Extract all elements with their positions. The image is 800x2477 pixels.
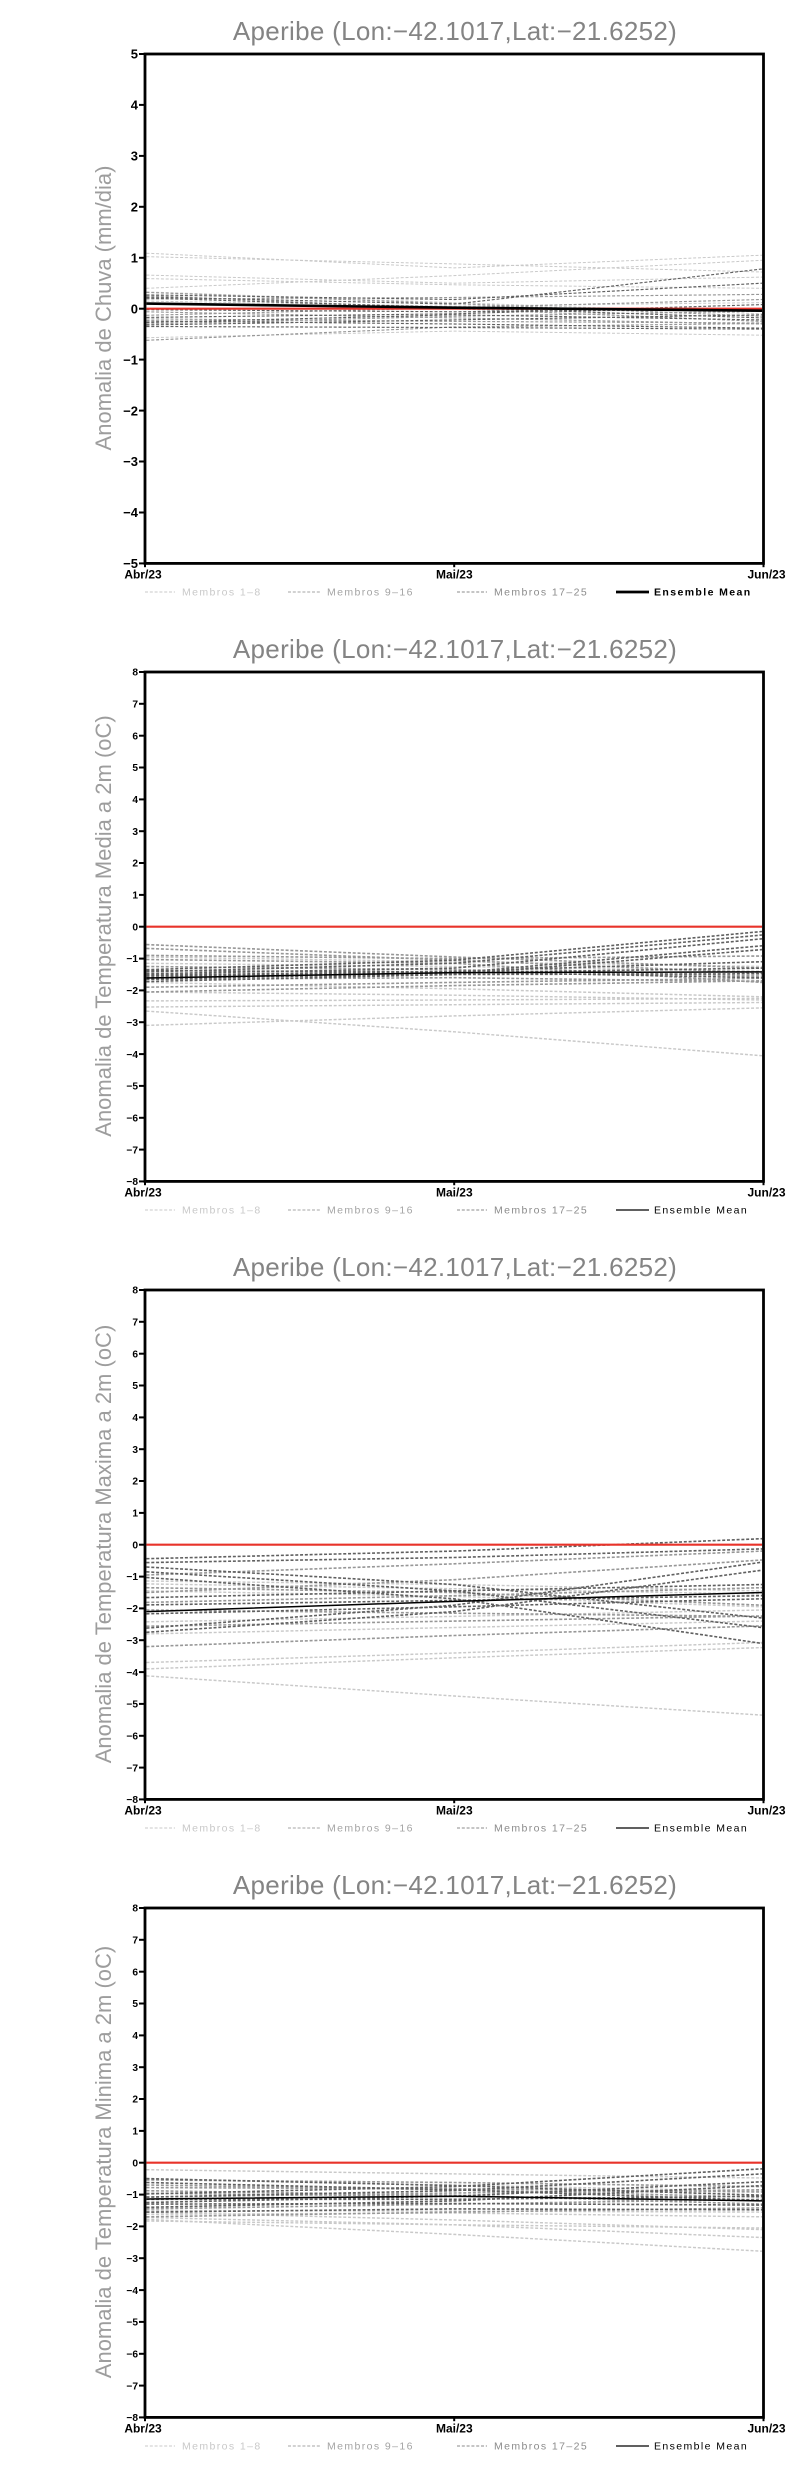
svg-text:−1: −1 — [126, 1572, 138, 1583]
svg-text:Membros 1–8: Membros 1–8 — [182, 2441, 262, 2453]
svg-text:Mai/23: Mai/23 — [436, 567, 473, 581]
svg-text:Jun/23: Jun/23 — [747, 1803, 785, 1817]
svg-text:3: 3 — [131, 149, 138, 164]
svg-text:0: 0 — [132, 1540, 138, 1551]
svg-text:8: 8 — [132, 668, 138, 679]
svg-text:2: 2 — [131, 200, 138, 215]
svg-text:Membros 17–25: Membros 17–25 — [494, 587, 588, 599]
svg-text:−7: −7 — [126, 1763, 138, 1774]
svg-text:Membros 1–8: Membros 1–8 — [182, 587, 262, 599]
svg-text:5: 5 — [132, 1381, 138, 1392]
svg-text:−3: −3 — [126, 1636, 138, 1647]
svg-text:−4: −4 — [126, 1668, 138, 1679]
svg-text:Aperibe (Lon:−42.1017,Lat:−21.: Aperibe (Lon:−42.1017,Lat:−21.6252) — [233, 1252, 677, 1282]
svg-text:2: 2 — [132, 1477, 138, 1488]
svg-text:Membros 9–16: Membros 9–16 — [327, 2441, 414, 2453]
svg-text:−3: −3 — [123, 454, 138, 469]
svg-text:−5: −5 — [126, 2318, 138, 2329]
svg-text:Aperibe (Lon:−42.1017,Lat:−21.: Aperibe (Lon:−42.1017,Lat:−21.6252) — [233, 634, 677, 664]
svg-text:0: 0 — [132, 922, 138, 933]
svg-text:Mai/23: Mai/23 — [436, 2421, 473, 2435]
svg-text:−4: −4 — [123, 505, 139, 520]
svg-text:Membros 17–25: Membros 17–25 — [494, 1823, 588, 1835]
svg-text:Jun/23: Jun/23 — [747, 567, 785, 581]
svg-text:6: 6 — [132, 731, 138, 742]
svg-text:0: 0 — [131, 301, 138, 316]
svg-text:5: 5 — [131, 47, 138, 62]
svg-text:4: 4 — [132, 1413, 138, 1424]
svg-text:−7: −7 — [126, 1145, 138, 1156]
svg-text:6: 6 — [132, 1967, 138, 1978]
svg-text:7: 7 — [132, 1936, 138, 1947]
svg-text:−8: −8 — [126, 1795, 138, 1806]
svg-text:−6: −6 — [126, 2349, 138, 2360]
svg-text:−2: −2 — [126, 1604, 138, 1615]
svg-text:Membros 17–25: Membros 17–25 — [494, 2441, 588, 2453]
svg-text:−7: −7 — [126, 2381, 138, 2392]
svg-text:Jun/23: Jun/23 — [747, 1185, 785, 1199]
svg-text:7: 7 — [132, 1318, 138, 1329]
svg-text:1: 1 — [132, 2127, 138, 2138]
svg-text:6: 6 — [132, 1349, 138, 1360]
svg-text:Anomalia de Temperatura Minima: Anomalia de Temperatura Minima a 2m (oC) — [91, 1946, 116, 2378]
svg-text:−6: −6 — [126, 1731, 138, 1742]
svg-text:−2: −2 — [123, 403, 138, 418]
svg-text:1: 1 — [131, 250, 138, 265]
svg-text:Aperibe (Lon:−42.1017,Lat:−21.: Aperibe (Lon:−42.1017,Lat:−21.6252) — [233, 1870, 677, 1900]
svg-text:3: 3 — [132, 1445, 138, 1456]
svg-text:Abr/23: Abr/23 — [124, 1803, 162, 1817]
svg-text:Ensemble Mean: Ensemble Mean — [654, 1823, 748, 1835]
svg-text:−3: −3 — [126, 1018, 138, 1029]
svg-text:Membros 17–25: Membros 17–25 — [494, 1205, 588, 1217]
svg-text:Ensemble Mean: Ensemble Mean — [654, 587, 752, 599]
svg-text:8: 8 — [132, 1286, 138, 1297]
svg-text:1: 1 — [132, 1509, 138, 1520]
svg-text:Jun/23: Jun/23 — [747, 2421, 785, 2435]
svg-text:−6: −6 — [126, 1113, 138, 1124]
svg-text:8: 8 — [132, 1904, 138, 1915]
svg-text:Abr/23: Abr/23 — [124, 1185, 162, 1199]
svg-text:Membros 9–16: Membros 9–16 — [327, 1823, 414, 1835]
svg-text:−1: −1 — [126, 954, 138, 965]
svg-text:−5: −5 — [126, 1082, 138, 1093]
svg-text:7: 7 — [132, 700, 138, 711]
svg-text:Mai/23: Mai/23 — [436, 1185, 473, 1199]
svg-text:−4: −4 — [126, 2286, 138, 2297]
svg-text:Abr/23: Abr/23 — [124, 2421, 162, 2435]
svg-text:0: 0 — [132, 2158, 138, 2169]
svg-text:Ensemble Mean: Ensemble Mean — [654, 1205, 748, 1217]
svg-text:2: 2 — [132, 859, 138, 870]
svg-text:4: 4 — [132, 2031, 138, 2042]
svg-text:Membros 9–16: Membros 9–16 — [327, 587, 414, 599]
svg-text:5: 5 — [132, 1999, 138, 2010]
svg-text:−8: −8 — [126, 1177, 138, 1188]
svg-text:5: 5 — [132, 763, 138, 774]
svg-text:Mai/23: Mai/23 — [436, 1803, 473, 1817]
svg-text:−8: −8 — [126, 2413, 138, 2424]
svg-text:Anomalia de Temperatura Media: Anomalia de Temperatura Media a 2m (oC) — [91, 715, 116, 1136]
svg-text:3: 3 — [132, 2063, 138, 2074]
svg-text:Anomalia de Chuva (mm/dia): Anomalia de Chuva (mm/dia) — [91, 166, 116, 451]
svg-text:3: 3 — [132, 827, 138, 838]
svg-text:−4: −4 — [126, 1050, 138, 1061]
svg-text:Membros 1–8: Membros 1–8 — [182, 1823, 262, 1835]
svg-text:Aperibe (Lon:−42.1017,Lat:−21.: Aperibe (Lon:−42.1017,Lat:−21.6252) — [233, 16, 677, 46]
svg-text:−2: −2 — [126, 2222, 138, 2233]
svg-text:Membros 1–8: Membros 1–8 — [182, 1205, 262, 1217]
svg-text:Abr/23: Abr/23 — [124, 567, 162, 581]
svg-text:−1: −1 — [126, 2190, 138, 2201]
svg-text:Anomalia de Temperatura Maxima: Anomalia de Temperatura Maxima a 2m (oC) — [91, 1325, 116, 1764]
svg-text:−2: −2 — [126, 986, 138, 997]
svg-text:−5: −5 — [123, 556, 138, 571]
svg-text:4: 4 — [131, 98, 139, 113]
svg-text:1: 1 — [132, 891, 138, 902]
svg-text:−5: −5 — [126, 1700, 138, 1711]
svg-text:Ensemble Mean: Ensemble Mean — [654, 2441, 748, 2453]
svg-text:2: 2 — [132, 2095, 138, 2106]
svg-text:Membros 9–16: Membros 9–16 — [327, 1205, 414, 1217]
svg-text:−3: −3 — [126, 2254, 138, 2265]
svg-text:−1: −1 — [123, 352, 138, 367]
svg-text:4: 4 — [132, 795, 138, 806]
